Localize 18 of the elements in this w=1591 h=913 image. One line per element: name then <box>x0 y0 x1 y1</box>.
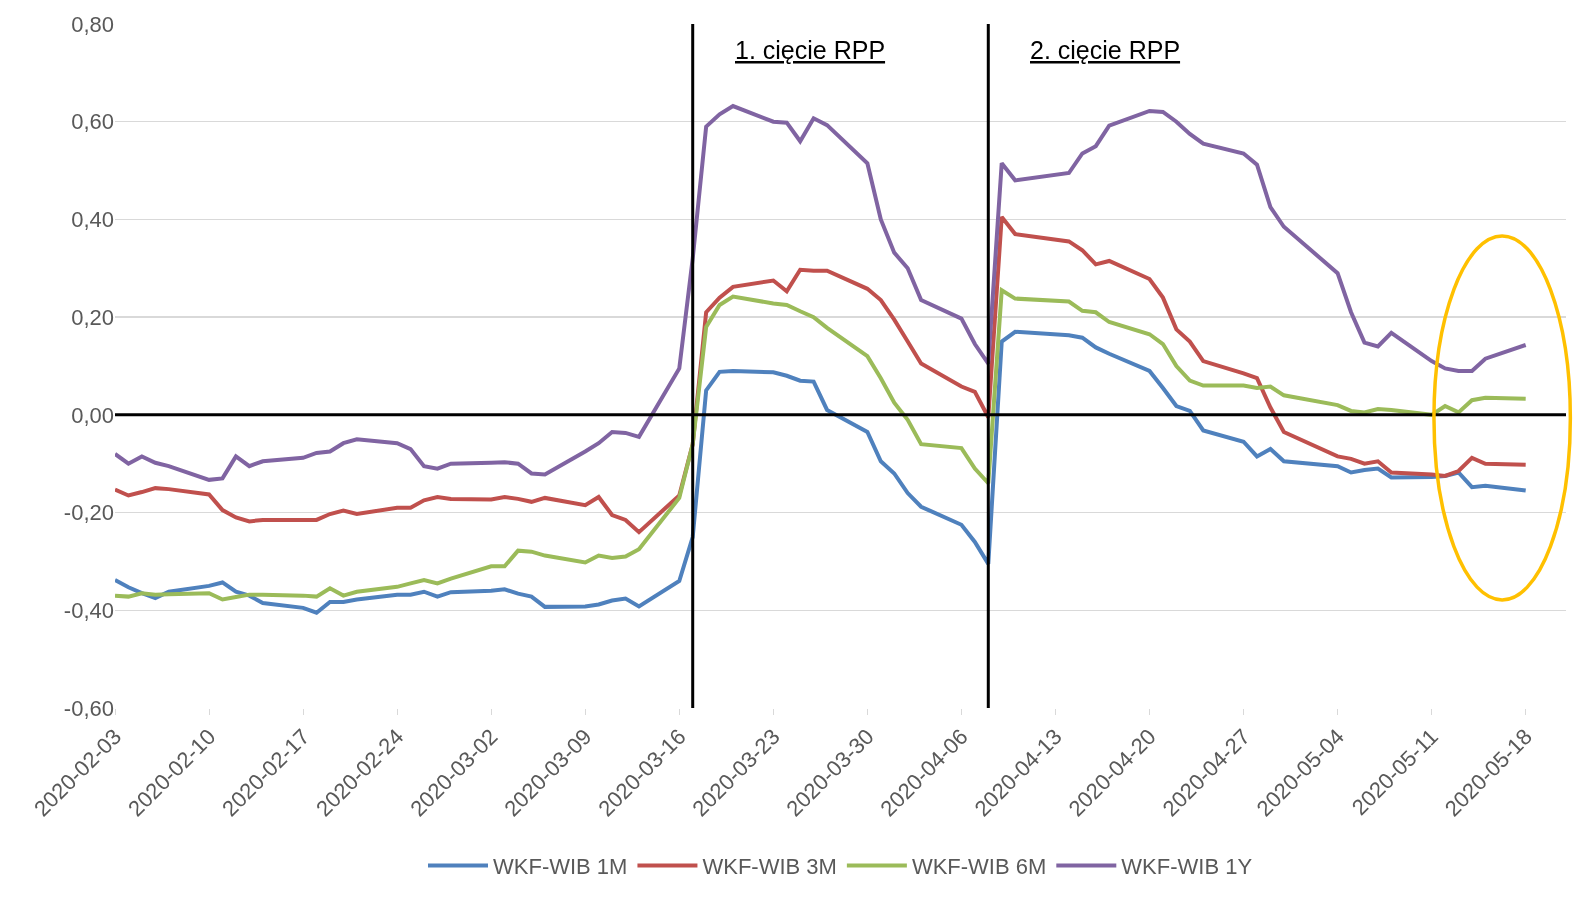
y-tick-label: 0,60 <box>71 109 114 135</box>
legend-label: WKF-WIB 6M <box>911 854 1047 880</box>
legend-label: WKF-WIB 3M <box>702 854 837 880</box>
y-tick-label: -0,40 <box>63 597 114 623</box>
line-series <box>115 329 1528 615</box>
y-tick-label: 0,40 <box>71 207 114 233</box>
y-tick-label: -0,20 <box>63 500 114 526</box>
ref-line-label: 2. cięcie RPP <box>1030 36 1181 64</box>
y-tick-label: -0,60 <box>63 695 114 721</box>
ref-line-label: 1. cięcie RPP <box>735 36 886 64</box>
y-tick-label: 0,00 <box>71 402 114 428</box>
line-series <box>115 214 1528 535</box>
line-series <box>115 104 1528 482</box>
legend-label: WKF-WIB 1M <box>493 854 628 880</box>
y-tick-label: 0,80 <box>71 11 114 37</box>
y-tick-label: 0,20 <box>71 304 114 330</box>
legend-label: WKF-WIB 1Y <box>1121 854 1253 880</box>
line-series <box>115 288 1528 602</box>
